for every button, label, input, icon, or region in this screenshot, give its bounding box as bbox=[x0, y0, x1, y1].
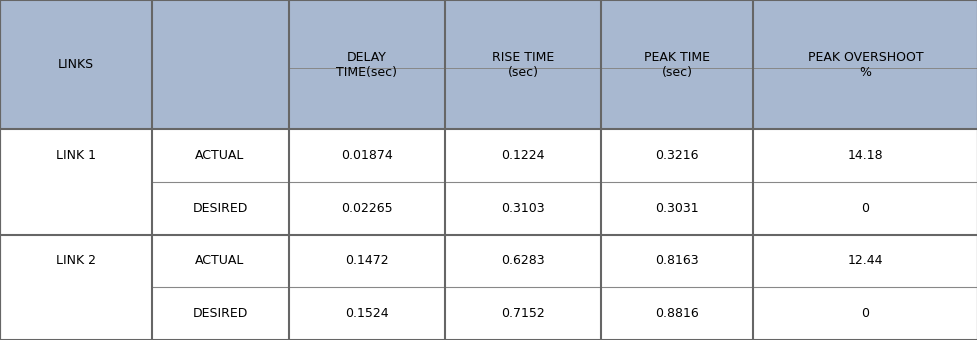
Bar bbox=[288, 235, 445, 287]
Text: 0.6283: 0.6283 bbox=[501, 254, 544, 268]
Text: PEAK OVERSHOOT
%: PEAK OVERSHOOT % bbox=[807, 51, 922, 79]
Bar bbox=[752, 129, 977, 182]
Text: DELAY
TIME(sec): DELAY TIME(sec) bbox=[336, 51, 397, 79]
Bar bbox=[752, 235, 977, 287]
Text: LINKS: LINKS bbox=[58, 58, 94, 71]
Bar bbox=[288, 287, 445, 340]
Bar bbox=[601, 129, 752, 182]
Text: 12.44: 12.44 bbox=[847, 254, 882, 268]
Bar bbox=[752, 0, 977, 129]
Text: DESIRED: DESIRED bbox=[192, 202, 247, 215]
Text: 0.8163: 0.8163 bbox=[655, 254, 699, 268]
Bar bbox=[445, 182, 601, 235]
Bar bbox=[151, 235, 288, 287]
Text: 14.18: 14.18 bbox=[847, 149, 882, 162]
Text: ACTUAL: ACTUAL bbox=[195, 254, 244, 268]
Text: 0.1224: 0.1224 bbox=[501, 149, 544, 162]
Bar bbox=[0, 235, 151, 287]
Bar bbox=[0, 129, 151, 182]
Bar bbox=[752, 287, 977, 340]
Text: 0.3216: 0.3216 bbox=[655, 149, 699, 162]
Text: RISE TIME
(sec): RISE TIME (sec) bbox=[491, 51, 554, 79]
Text: 0.3031: 0.3031 bbox=[655, 202, 699, 215]
Text: ACTUAL: ACTUAL bbox=[195, 149, 244, 162]
Bar bbox=[0, 182, 151, 235]
Bar bbox=[601, 235, 752, 287]
Bar bbox=[445, 287, 601, 340]
Text: 0: 0 bbox=[861, 202, 869, 215]
Bar bbox=[601, 0, 752, 129]
Bar bbox=[151, 129, 288, 182]
Bar bbox=[288, 129, 445, 182]
Text: DESIRED: DESIRED bbox=[192, 307, 247, 320]
Bar bbox=[288, 0, 445, 129]
Text: 0.3103: 0.3103 bbox=[501, 202, 544, 215]
Bar bbox=[445, 235, 601, 287]
Bar bbox=[445, 0, 601, 129]
Bar bbox=[151, 287, 288, 340]
Bar bbox=[752, 182, 977, 235]
Bar bbox=[445, 129, 601, 182]
Text: 0: 0 bbox=[861, 307, 869, 320]
Text: 0.02265: 0.02265 bbox=[341, 202, 392, 215]
Bar bbox=[151, 0, 288, 129]
Bar bbox=[151, 182, 288, 235]
Bar bbox=[601, 182, 752, 235]
Text: LINK 1: LINK 1 bbox=[56, 149, 96, 162]
Bar bbox=[601, 287, 752, 340]
Text: 0.01874: 0.01874 bbox=[341, 149, 392, 162]
Text: 0.7152: 0.7152 bbox=[501, 307, 544, 320]
Text: 0.1472: 0.1472 bbox=[345, 254, 388, 268]
Bar bbox=[0, 0, 151, 129]
Bar bbox=[288, 182, 445, 235]
Bar bbox=[0, 287, 151, 340]
Text: 0.1524: 0.1524 bbox=[345, 307, 388, 320]
Text: LINK 2: LINK 2 bbox=[56, 254, 96, 268]
Text: 0.8816: 0.8816 bbox=[655, 307, 699, 320]
Text: PEAK TIME
(sec): PEAK TIME (sec) bbox=[644, 51, 709, 79]
